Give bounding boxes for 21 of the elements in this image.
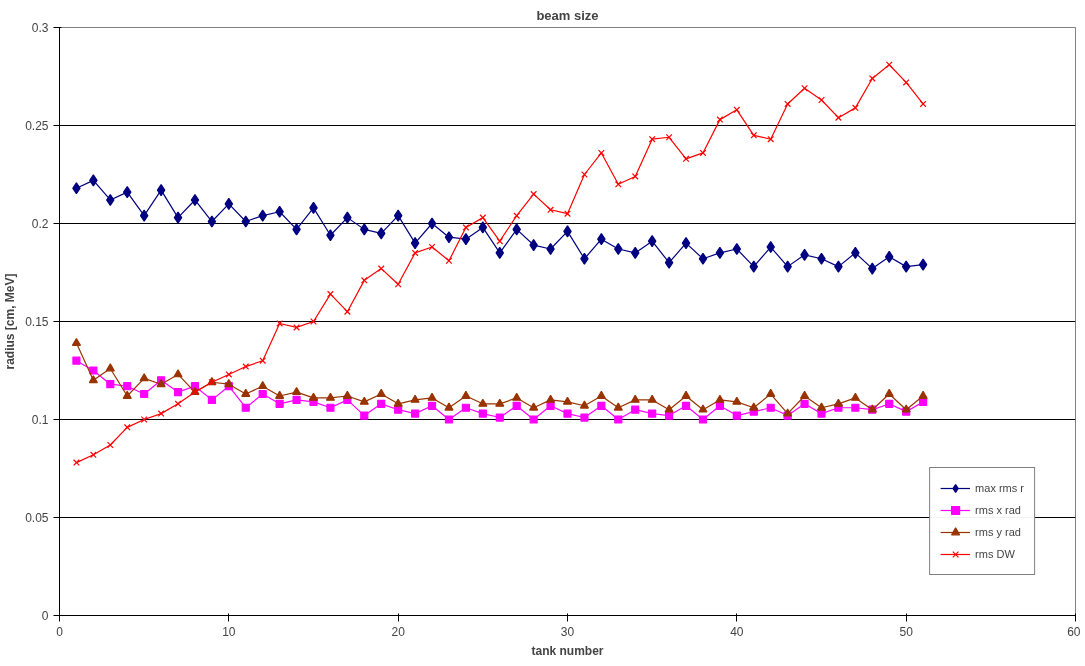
y-tick-label: 0 [41, 609, 49, 623]
x-tick-label: 20 [391, 624, 406, 639]
legend-label: rms DW [975, 548, 1015, 560]
x-tick-label: 40 [730, 624, 744, 639]
y-tick-label: 0.05 [25, 511, 49, 525]
legend-label: rms x rad [975, 504, 1021, 516]
y-tick-label: 0.15 [25, 315, 49, 329]
y-tick-label: 0.25 [25, 119, 49, 133]
y-tick-label: 0.1 [31, 413, 49, 427]
y-axis-title: radius [cm, MeV] [3, 273, 18, 370]
legend-label: max rms r [975, 482, 1024, 494]
x-tick-label: 0 [56, 624, 64, 639]
y-tick-label: 0.2 [31, 217, 49, 231]
x-axis-title: tank number [531, 643, 604, 658]
x-tick-label: 10 [222, 624, 236, 639]
y-tick-label: 0.3 [31, 21, 49, 35]
legend-label: rms y rad [975, 526, 1021, 538]
chart-title: beam size [536, 7, 599, 23]
x-tick-label: 30 [560, 624, 575, 639]
x-tick-label: 60 [1067, 624, 1081, 639]
x-tick-label: 50 [899, 624, 914, 639]
